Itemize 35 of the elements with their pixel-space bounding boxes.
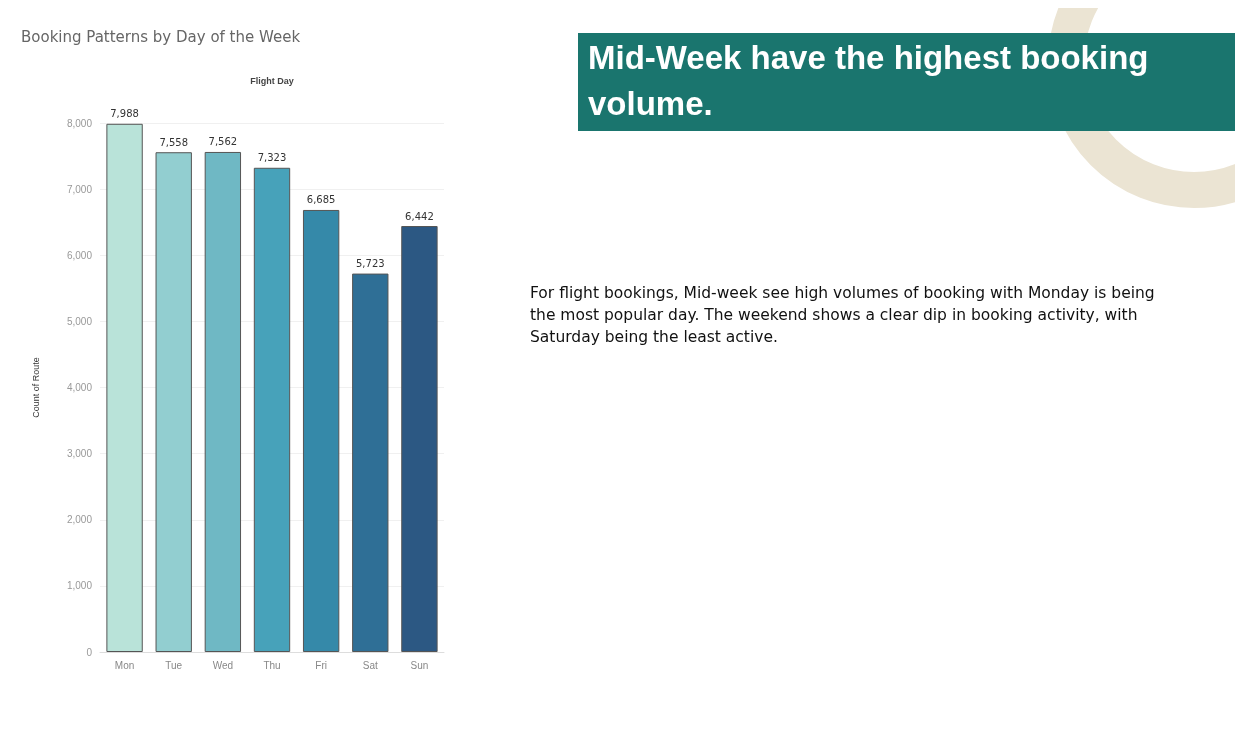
y-tick-label: 5,000 — [66, 315, 93, 327]
x-tick-label: Mon — [114, 659, 135, 671]
text: For flight bookings, Mid-week see high volumes of booking with Monday is being the most popular day. The weekend shows a clear dip in booking activity, with Saturday being the least active. — [530, 283, 1156, 348]
data-label: 7,562 — [208, 136, 238, 148]
data-label: 7,323 — [257, 152, 287, 164]
bar — [401, 226, 438, 652]
data-label: 6,685 — [306, 194, 336, 206]
y-tick-label: 6,000 — [66, 249, 93, 261]
y-tick-label: 4,000 — [66, 382, 93, 393]
chart-title: Booking Patterns by Day of the Week — [21, 27, 301, 46]
x-tick-label: Tue — [165, 659, 183, 671]
y-tick-label: 3,000 — [66, 448, 93, 460]
x-tick-label: Sat — [362, 659, 379, 671]
bar — [155, 152, 192, 652]
x-tick-label: Thu — [263, 659, 281, 671]
y-axis-title: Count of Route — [30, 357, 41, 418]
bar — [106, 123, 143, 652]
text: Mid-Week have the highest booking volume. — [587, 38, 1150, 124]
bar — [352, 273, 389, 652]
bar — [302, 209, 340, 652]
y-tick-label: 8,000 — [66, 117, 93, 129]
data-label: 7,558 — [159, 136, 189, 148]
bar — [253, 167, 291, 652]
data-label: 7,988 — [110, 108, 139, 120]
x-axis-title: Flight Day — [250, 75, 294, 86]
y-tick-label: 1,000 — [66, 580, 93, 592]
bar — [204, 151, 242, 652]
x-tick-label: Fri — [315, 659, 327, 671]
y-tick-label: 0 — [86, 646, 93, 658]
data-label: 6,442 — [405, 210, 434, 222]
y-tick-label: 2,000 — [66, 514, 93, 526]
data-label: 5,723 — [355, 258, 385, 270]
y-tick-label: 7,000 — [66, 183, 93, 195]
x-tick-label: Wed — [212, 659, 234, 671]
x-tick-label: Sun — [410, 659, 429, 671]
